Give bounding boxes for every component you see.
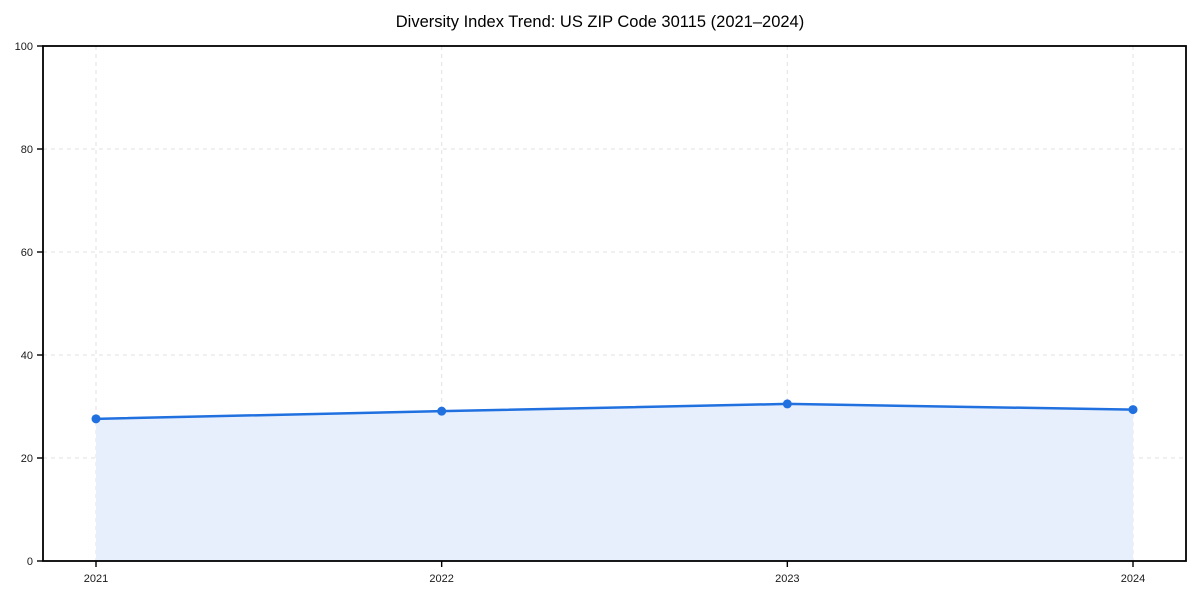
data-point [1128, 405, 1138, 415]
data-point [437, 406, 447, 416]
x-tick-label: 2023 [775, 573, 799, 585]
y-tick-label: 0 [27, 556, 33, 568]
data-point [782, 399, 792, 409]
y-tick-label: 100 [15, 41, 33, 53]
trend-line [94, 402, 1135, 421]
chart-title: Diversity Index Trend: US ZIP Code 30115… [395, 13, 805, 31]
plot-border [42, 45, 1187, 562]
x-tick-label: 2024 [1121, 573, 1145, 585]
y-tick-label: 60 [21, 247, 33, 259]
x-tick-label: 2021 [84, 573, 108, 585]
y-tick-label: 20 [21, 453, 33, 465]
y-tick-label: 40 [21, 350, 33, 362]
data-point [91, 414, 101, 424]
area-fill [96, 403, 1133, 561]
y-tick-label: 80 [21, 144, 33, 156]
x-tick-label: 2022 [429, 573, 453, 585]
